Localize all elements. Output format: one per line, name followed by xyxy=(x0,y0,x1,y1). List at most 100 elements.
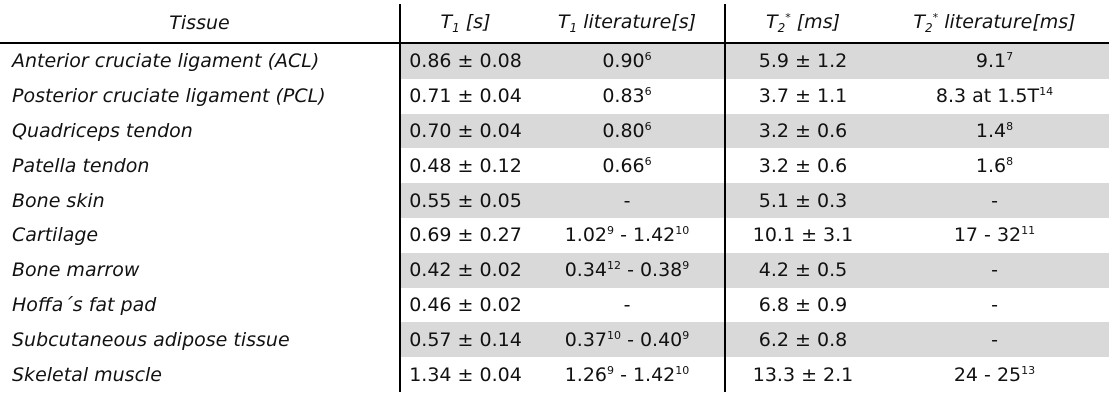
value-cell: 0.48 ± 0.12 xyxy=(399,148,530,184)
table-row: Skeletal muscle 1.34 ± 0.04 1.269 - 1.4210… xyxy=(0,357,1109,392)
value-cell: 5.1 ± 0.3 xyxy=(724,183,880,218)
cell-text: 0.37 xyxy=(564,328,608,351)
cell-text: Cartilage xyxy=(12,224,99,247)
cell-text: Subcutaneous adipose tissue xyxy=(12,328,290,351)
cell-text: Hoffa´s fat pad xyxy=(12,293,157,316)
cell-text: T xyxy=(440,11,453,33)
tissue-cell: Skeletal muscle xyxy=(0,357,400,392)
table-row: Bone marrow 0.42 ± 0.02 0.3412 - 0.389 4.2 … xyxy=(0,252,1109,288)
cell-text: 6.8 ± 0.9 xyxy=(758,293,848,316)
cell-text: [ms] xyxy=(790,11,841,33)
tissue-cell: Hoffa´s fat pad xyxy=(0,288,400,323)
value-cell: 17 - 3211 xyxy=(880,218,1109,253)
cell-text: - 0.40 xyxy=(621,328,683,351)
cell-text: 0.42 ± 0.02 xyxy=(409,259,522,282)
value-cell: 0.55 ± 0.05 xyxy=(399,183,530,218)
superscript: * xyxy=(785,11,791,24)
cell-text: - 0.38 xyxy=(621,259,683,282)
value-cell: 3.2 ± 0.6 xyxy=(724,148,880,184)
cell-text: 5.9 ± 1.2 xyxy=(758,50,848,73)
value-cell: 0.3710 - 0.409 xyxy=(530,322,725,358)
tissue-cell: Subcutaneous adipose tissue xyxy=(0,322,400,357)
table-row: Hoffa´s fat pad 0.46 ± 0.02 - 6.8 ± 0.9 - xyxy=(0,287,1109,323)
cell-text: 9.1 xyxy=(975,50,1007,73)
cell-text: 3.7 ± 1.1 xyxy=(758,85,848,108)
value-cell: 1.029 - 1.4210 xyxy=(530,218,725,253)
cell-text: 1.6 xyxy=(975,154,1007,177)
table-row: Bone skin 0.55 ± 0.05 - 5.1 ± 0.3 - xyxy=(0,183,1109,218)
cell-text: 0.90 xyxy=(602,50,645,73)
cell-text: literature[ms] xyxy=(938,11,1076,33)
table-row: Quadriceps tendon 0.70 ± 0.04 0.806 3.2 ± 0… xyxy=(0,113,1109,149)
superscript: 10 xyxy=(607,328,622,342)
value-cell: 1.269 - 1.4210 xyxy=(530,357,725,392)
cell-text: - xyxy=(991,189,998,212)
subscript: 1 xyxy=(452,21,460,35)
cell-text: 0.34 xyxy=(564,259,608,282)
table-row: Cartilage 0.69 ± 0.27 1.029 - 1.4210 10.1 ±… xyxy=(0,217,1109,253)
cell-text: [s] xyxy=(459,11,491,33)
tissue-cell: Cartilage xyxy=(0,218,400,253)
header-cell: T2* literature[ms] xyxy=(880,4,1109,44)
cell-text: 0.86 ± 0.08 xyxy=(409,50,522,73)
superscript: 10 xyxy=(675,224,690,238)
cell-text: Quadriceps tendon xyxy=(12,119,193,142)
value-cell: 4.2 ± 0.5 xyxy=(724,252,880,288)
table-row: Anterior cruciate ligament (ACL) 0.86 ± 0… xyxy=(0,43,1109,79)
cell-text: T xyxy=(913,11,926,33)
value-cell: 3.7 ± 1.1 xyxy=(724,78,880,114)
tissue-cell: Anterior cruciate ligament (ACL) xyxy=(0,43,400,79)
cell-text: literature[s] xyxy=(577,11,697,33)
tissue-cell: Bone marrow xyxy=(0,253,400,288)
cell-text: Bone marrow xyxy=(12,259,140,282)
cell-text: T xyxy=(765,11,778,33)
cell-text: 0.71 ± 0.04 xyxy=(409,85,522,108)
value-cell: 0.42 ± 0.02 xyxy=(399,252,530,288)
value-cell: - xyxy=(880,322,1109,358)
value-cell: 6.2 ± 0.8 xyxy=(724,322,880,358)
cell-text: Skeletal muscle xyxy=(12,363,162,386)
cell-text: 0.70 ± 0.04 xyxy=(409,119,522,142)
cell-text: 0.55 ± 0.05 xyxy=(409,189,522,212)
value-cell: 0.70 ± 0.04 xyxy=(399,113,530,149)
subscript: 1 xyxy=(569,21,578,35)
value-cell: - xyxy=(880,183,1109,218)
table-row: Patella tendon 0.48 ± 0.12 0.666 3.2 ± 0.6 1… xyxy=(0,148,1109,184)
cell-text: - xyxy=(991,293,998,316)
value-cell: 0.46 ± 0.02 xyxy=(399,287,530,323)
cell-text: Posterior cruciate ligament (PCL) xyxy=(12,85,326,108)
value-cell: 1.34 ± 0.04 xyxy=(399,357,530,392)
value-cell: 0.836 xyxy=(530,79,725,114)
value-cell: 3.2 ± 0.6 xyxy=(724,113,880,149)
cell-text: 1.26 xyxy=(564,363,608,386)
superscript: 12 xyxy=(607,259,622,273)
cell-text: 8.3 at 1.5T xyxy=(935,85,1040,108)
header-cell: T1 literature[s] xyxy=(530,4,725,44)
value-cell: 6.8 ± 0.9 xyxy=(724,287,880,323)
cell-text: - 1.42 xyxy=(614,224,676,247)
superscript: 6 xyxy=(644,119,652,133)
superscript: 7 xyxy=(1006,50,1014,64)
value-cell: 24 - 2513 xyxy=(880,357,1109,392)
cell-text: 0.80 xyxy=(602,119,645,142)
superscript: 6 xyxy=(644,154,652,168)
value-cell: 9.17 xyxy=(880,43,1109,79)
subscript: 2 xyxy=(777,21,786,35)
header-cell: Tissue xyxy=(0,4,400,44)
superscript: * xyxy=(932,11,939,24)
superscript: 13 xyxy=(1021,363,1036,377)
cell-text: 0.83 xyxy=(602,85,645,108)
value-cell: 0.71 ± 0.04 xyxy=(399,78,530,114)
header-cell: T1 [s] xyxy=(399,4,530,44)
value-cell: - xyxy=(880,288,1109,323)
cell-text: 24 - 25 xyxy=(953,363,1022,386)
cell-text: 10.1 ± 3.1 xyxy=(752,224,854,247)
cell-text: 3.2 ± 0.6 xyxy=(758,119,848,142)
superscript: 11 xyxy=(1021,224,1036,238)
cell-text: 0.46 ± 0.02 xyxy=(409,293,522,316)
cell-text: 0.66 xyxy=(602,154,645,177)
superscript: 14 xyxy=(1039,85,1054,99)
table-row: Subcutaneous adipose tissue 0.57 ± 0.14 0.… xyxy=(0,322,1109,358)
superscript: 9 xyxy=(607,363,615,377)
tissue-cell: Bone skin xyxy=(0,183,400,218)
